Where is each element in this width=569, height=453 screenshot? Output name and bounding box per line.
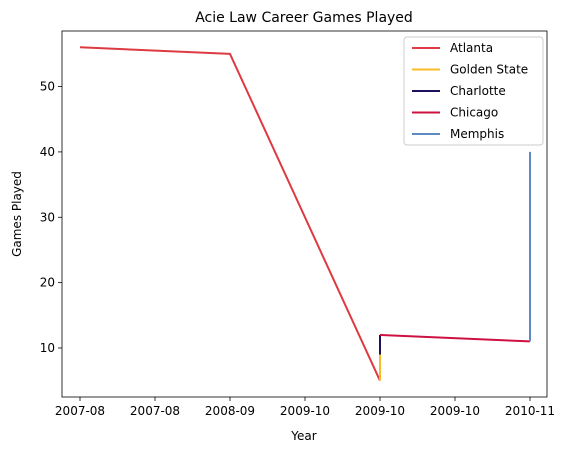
series-line-3	[379, 333, 531, 343]
x-tick-label: 2007-08	[55, 404, 105, 418]
x-tick-label: 2009-10	[355, 404, 405, 418]
legend-box	[403, 36, 544, 146]
x-tick-label: 2010-11	[505, 404, 555, 418]
y-axis-label: Games Played	[10, 171, 24, 257]
series-line-0	[79, 46, 381, 382]
x-tick-label: 2007-08	[130, 404, 180, 418]
y-tick-label: 10	[40, 341, 55, 355]
legend: Atlanta Golden State Charlotte Chicago Memph…	[403, 36, 544, 146]
chart-title: Acie Law Career Games Played	[195, 10, 413, 26]
x-tick-label: 2009-10	[280, 404, 330, 418]
y-tick-label: 30	[40, 210, 55, 224]
legend-label: Chicago	[450, 106, 498, 120]
legend-label: Memphis	[450, 127, 504, 141]
y-tick-label: 50	[40, 80, 55, 94]
y-tick-label: 20	[40, 276, 55, 290]
legend-label: Atlanta	[450, 41, 493, 55]
legend-label: Charlotte	[450, 84, 506, 98]
legend-label: Golden State	[450, 63, 528, 77]
plot-frame	[61, 30, 548, 398]
x-axis-label: Year	[290, 429, 316, 443]
x-tick-label: 2008-09	[205, 404, 255, 418]
x-tick-label: 2009-10	[430, 404, 480, 418]
y-tick-label: 40	[40, 145, 55, 159]
